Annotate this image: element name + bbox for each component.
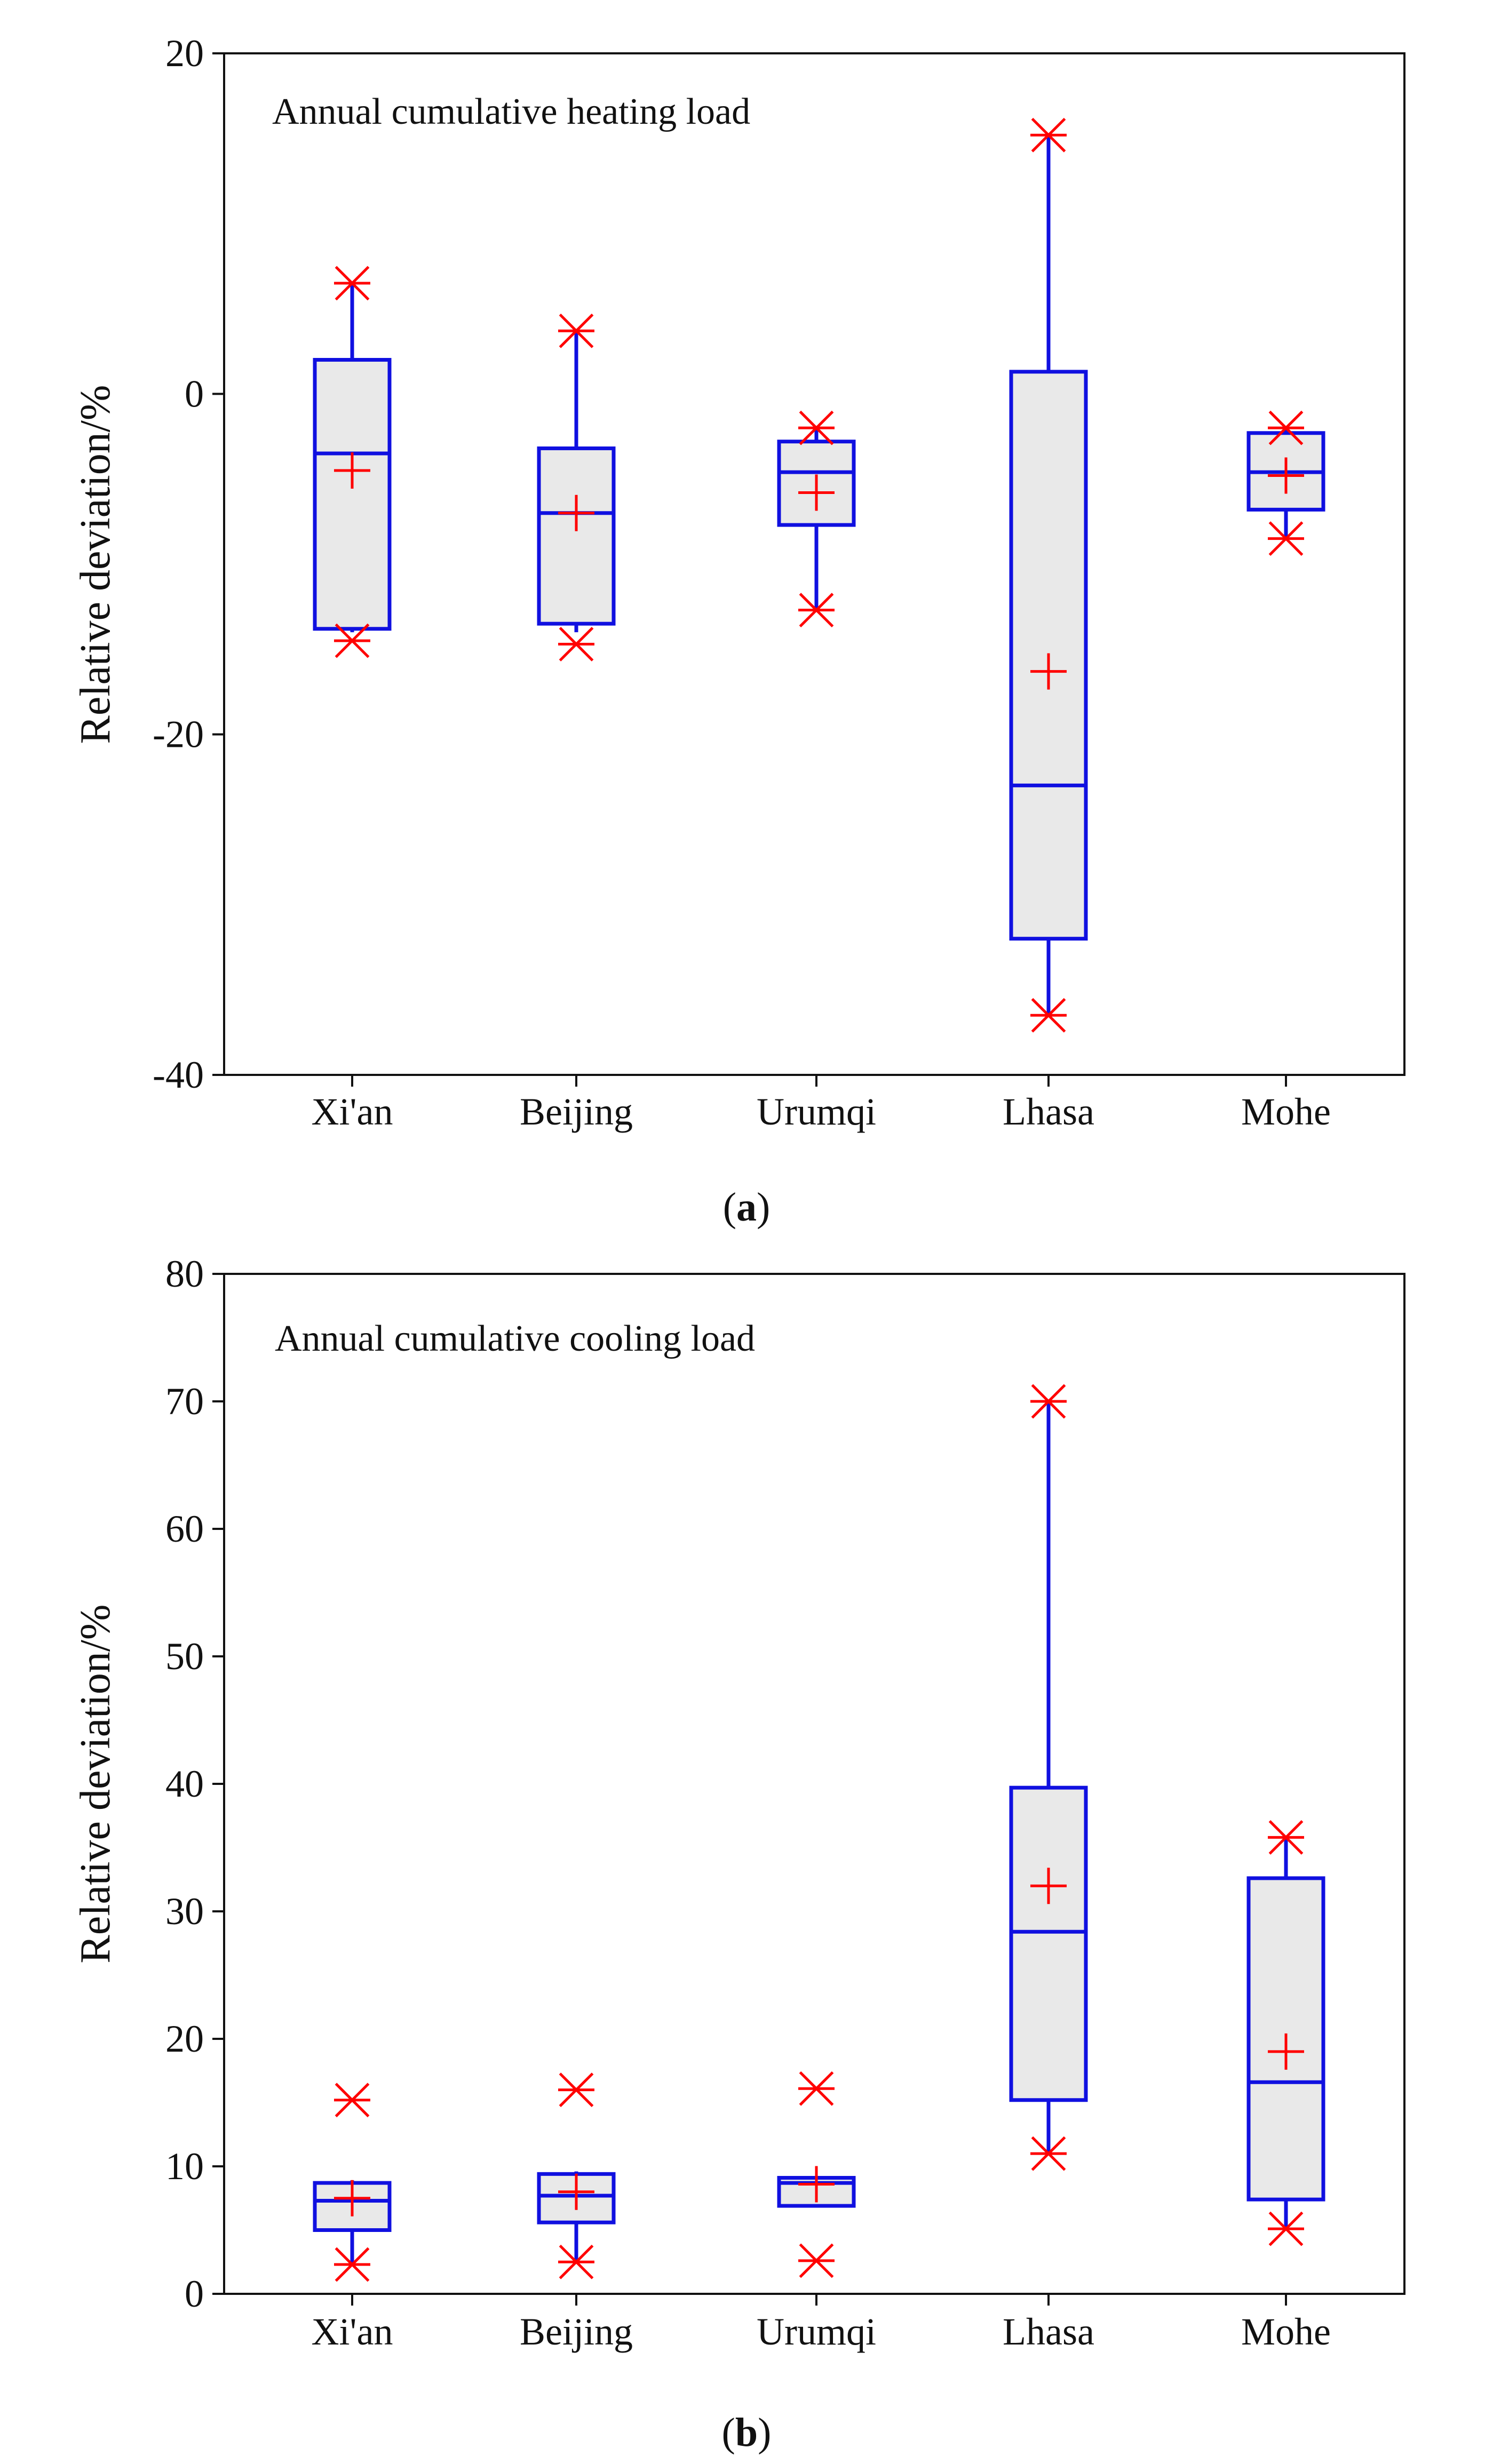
max-marker	[1030, 1384, 1067, 1419]
min-marker	[1268, 521, 1304, 556]
mean-marker	[1030, 1868, 1067, 1904]
max-marker	[1030, 117, 1067, 153]
min-marker	[1030, 2136, 1067, 2171]
max-marker	[558, 2072, 594, 2107]
mean-marker	[334, 452, 370, 489]
y-tick-label: 40	[165, 1763, 204, 1805]
chart-heating-load: Annual cumulative heating load Relative …	[72, 32, 1405, 1230]
max-marker	[558, 313, 594, 348]
box-lhasa	[1009, 117, 1088, 1033]
x-tick-label: Lhasa	[1003, 2310, 1094, 2353]
min-marker	[1268, 2211, 1304, 2246]
chart-title: Annual cumulative heating load	[272, 91, 750, 132]
x-ticks: Xi'an Beijing Urumqi Lhasa Mohe	[312, 1075, 1331, 1133]
mean-marker	[558, 495, 594, 531]
y-tick-label: 10	[165, 2145, 204, 2188]
panel-caption: (b)	[722, 2410, 772, 2455]
min-marker	[558, 627, 594, 661]
box-mohe	[1246, 1820, 1325, 2246]
x-tick-label: Lhasa	[1003, 1090, 1094, 1133]
box-series	[313, 1384, 1325, 2282]
mean-marker	[1268, 457, 1304, 494]
y-axis-label: Relative deviation/%	[72, 1604, 119, 1963]
y-tick-label: 20	[165, 32, 204, 75]
mean-marker	[334, 2180, 370, 2216]
x-tick-label: Xi'an	[312, 1090, 393, 1133]
y-tick-label: 0	[185, 2272, 204, 2315]
min-marker	[798, 593, 835, 628]
panel-caption: (a)	[723, 1185, 771, 1230]
box-urumqi	[777, 2071, 856, 2278]
mean-marker	[1030, 653, 1067, 690]
y-tick-label: 80	[165, 1253, 204, 1295]
x-tick-label: Mohe	[1241, 2310, 1331, 2353]
box-xi-an	[313, 2083, 392, 2282]
y-tick-label: 0	[185, 372, 204, 415]
x-ticks: Xi'an Beijing Urumqi Lhasa Mohe	[312, 2294, 1331, 2353]
y-tick-label: 50	[165, 1635, 204, 1678]
y-tick-label: 20	[165, 2018, 204, 2060]
box-beijing	[537, 313, 616, 661]
min-marker	[1030, 998, 1067, 1033]
y-ticks: -40 -20 0 20	[153, 32, 224, 1096]
box-lhasa	[1009, 1384, 1088, 2171]
max-marker	[1268, 410, 1304, 445]
x-tick-label: Beijing	[520, 1090, 633, 1133]
y-tick-label: 70	[165, 1380, 204, 1423]
y-axis-label: Relative deviation/%	[72, 385, 119, 744]
iqr-box	[313, 358, 392, 631]
min-marker	[334, 623, 370, 658]
box-xi-an	[313, 266, 392, 658]
y-tick-label: 60	[165, 1508, 204, 1550]
box-urumqi	[777, 410, 856, 628]
y-ticks: 0 10 20 30 40 50 60 70 80	[165, 1253, 224, 2315]
x-tick-label: Urumqi	[757, 2310, 876, 2353]
box-beijing	[537, 2072, 616, 2279]
max-marker	[1268, 1820, 1304, 1855]
x-tick-label: Beijing	[520, 2310, 633, 2353]
plot-frame	[223, 1273, 1405, 2295]
max-marker	[334, 2083, 370, 2118]
max-marker	[334, 266, 370, 301]
chart-cooling-load: Annual cumulative cooling load Relative …	[72, 1253, 1405, 2455]
plot-frame	[223, 52, 1405, 1076]
y-tick-label: -40	[153, 1054, 204, 1096]
max-marker	[798, 410, 835, 445]
mean-marker	[798, 2166, 835, 2203]
y-tick-label: -20	[153, 713, 204, 756]
mean-marker	[798, 474, 835, 511]
box-series	[313, 117, 1325, 1033]
chart-title: Annual cumulative cooling load	[275, 1318, 755, 1359]
min-marker	[798, 2243, 835, 2278]
max-marker	[798, 2071, 835, 2106]
iqr-box	[1009, 1785, 1088, 2102]
x-tick-label: Mohe	[1241, 1090, 1331, 1133]
y-tick-label: 30	[165, 1890, 204, 1933]
x-tick-label: Xi'an	[312, 2310, 393, 2353]
min-marker	[558, 2244, 594, 2279]
iqr-box	[537, 446, 616, 626]
x-tick-label: Urumqi	[757, 1090, 876, 1133]
mean-marker	[1268, 2033, 1304, 2070]
min-marker	[334, 2247, 370, 2282]
box-mohe	[1246, 410, 1325, 556]
mean-marker	[558, 2173, 594, 2210]
